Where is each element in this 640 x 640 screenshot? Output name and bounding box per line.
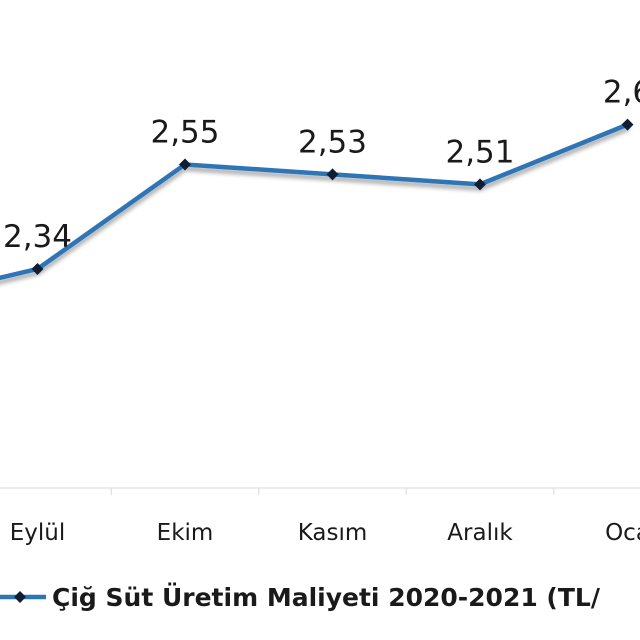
x-axis [0,487,640,495]
data-label: 2,53 [298,124,367,160]
data-point-marker [31,262,44,275]
data-point-marker [179,158,191,171]
x-tick-label: Oca [605,520,640,546]
legend-label: Çiğ Süt Üretim Maliyeti 2020-2021 (TL/ [52,582,601,612]
series-line [0,122,630,281]
series-group [0,118,634,281]
data-point-marker [326,168,339,181]
data-label: 2,55 [150,114,219,150]
data-point-marker [621,118,634,131]
x-tick-labels: Eylül Ekim Kasım Aralık Oca [10,520,640,546]
x-tick-label: Aralık [447,520,513,546]
legend: Çiğ Süt Üretim Maliyeti 2020-2021 (TL/ [0,582,601,612]
data-point-marker [474,178,486,191]
data-labels: 2,34 2,55 2,53 2,51 2,6 [3,75,640,255]
data-label: 2,6 [603,75,640,111]
x-tick-label: Kasım [298,520,368,546]
data-label: 2,51 [445,134,514,170]
data-label: 2,34 [3,219,72,255]
legend-swatch-marker [14,591,26,603]
x-tick-label: Ekim [157,520,214,546]
x-tick-label: Eylül [10,520,66,546]
